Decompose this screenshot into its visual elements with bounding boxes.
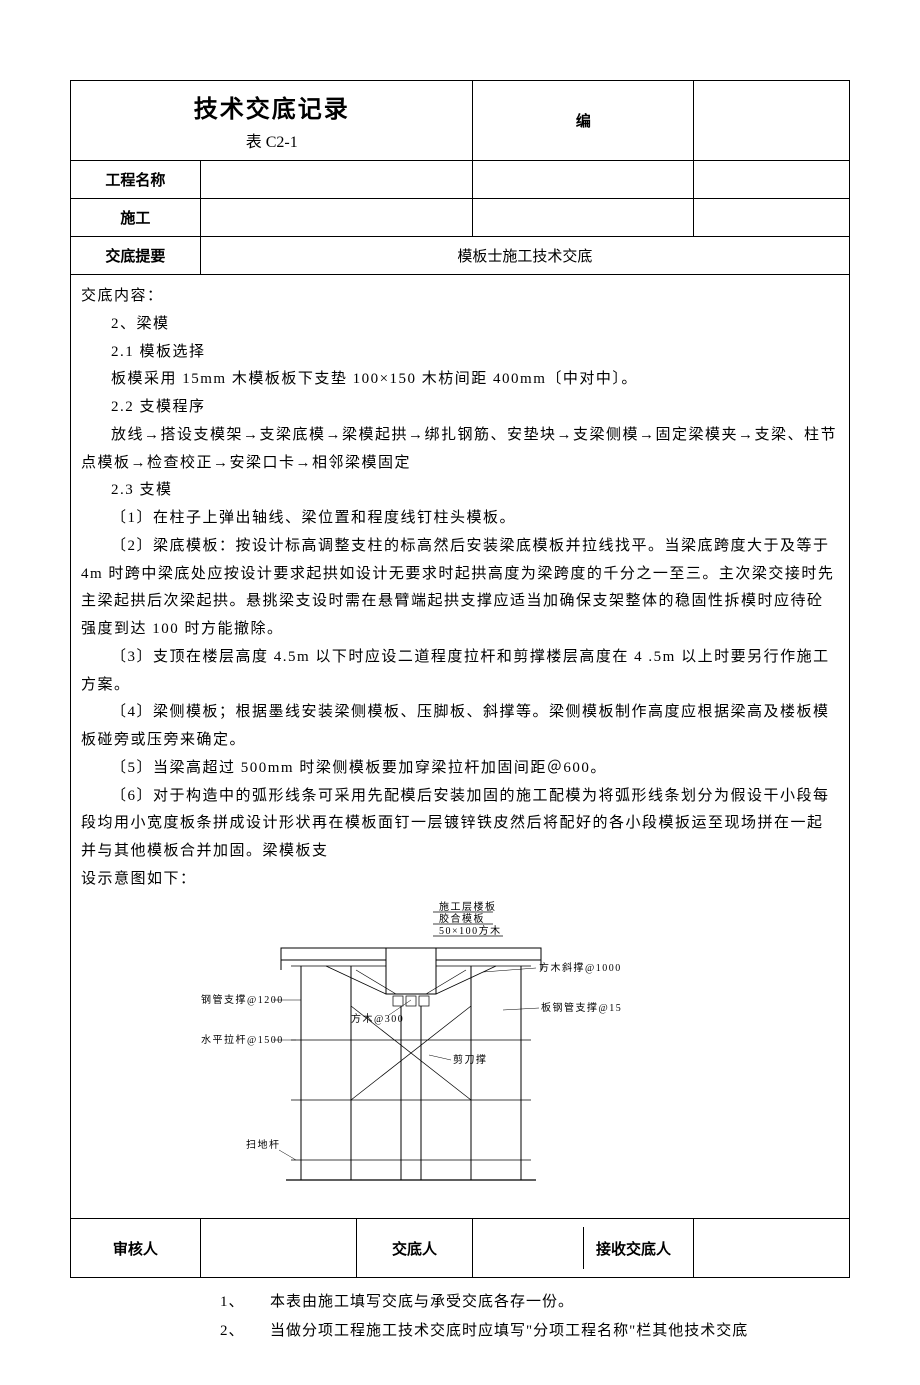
receiver-label: 接收交底人 (583, 1227, 683, 1269)
para-6: 〔6〕对于构造中的弧形线条可采用先配模后安装加固的施工配模为将弧形线条划分为假设… (81, 783, 839, 866)
content-cell: 交底内容： 2、梁模 2.1 模板选择 板模采用 15mm 木模板板下支垫 10… (71, 275, 850, 1219)
content-heading: 交底内容： (81, 283, 839, 311)
formwork-diagram: 施工层楼板 胶合模板 50×100方木 (201, 900, 581, 1211)
label-right1: 方木斜撑@1000 (539, 961, 621, 974)
header-row: 技术交底记录 表 C2-1 编 (71, 81, 850, 161)
label-top1: 施工层楼板 (439, 900, 497, 913)
construction-label: 施工 (71, 199, 201, 237)
code-label: 编 (473, 81, 694, 161)
construction-value (200, 199, 473, 237)
project-value (200, 161, 473, 199)
reviewer-value (200, 1219, 356, 1278)
para-7: 设示意图如下： (81, 866, 839, 894)
diagram-svg: 施工层楼板 胶合模板 50×100方木 (201, 900, 621, 1200)
project-extra1 (473, 161, 694, 199)
para-2: 〔2〕梁底模板：按设计标高调整支柱的标高然后安装梁底模板并拉线找平。当梁底跨度大… (81, 533, 839, 644)
summary-label: 交底提要 (71, 237, 201, 275)
note-1-row: 1、 本表由施工填写交底与承受交底各存一份。 (220, 1288, 850, 1317)
footer-row: 审核人 交底人 接收交底人 (71, 1219, 850, 1278)
note-1-text: 本表由施工填写交底与承受交底各存一份。 (270, 1288, 574, 1317)
para-5: 〔5〕当梁高超过 500mm 时梁侧模板要加穿梁拉杆加固间距＠600。 (81, 755, 839, 783)
receiver-value (694, 1219, 850, 1278)
summary-value: 模板士施工技术交底 (200, 237, 849, 275)
section-2-2: 2.2 支模程序 (81, 394, 839, 422)
handover-label: 交底人 (356, 1219, 473, 1278)
para-3: 〔3〕支顶在楼层高度 4.5m 以下时应设二道程度拉杆和剪撑楼层高度在 4 .5… (81, 644, 839, 700)
title-cell: 技术交底记录 表 C2-1 (71, 81, 473, 161)
label-left3: 扫地杆 (246, 1138, 281, 1151)
project-row: 工程名称 (71, 161, 850, 199)
section-2-1-text: 板模采用 15mm 木模板板下支垫 100×150 木枋间距 400mm〔中对中… (81, 366, 839, 394)
document-subtitle: 表 C2-1 (81, 128, 462, 152)
construction-extra1 (473, 199, 694, 237)
note-1-num: 1、 (220, 1288, 270, 1317)
note-2-row: 2、 当做分项工程施工技术交底时应填写"分项工程名称"栏其他技术交底 (220, 1317, 850, 1346)
section-2-2-text: 放线→搭设支模架→支梁底模→梁模起拱→绑扎钢筋、安垫块→支梁侧模→固定梁模夹→支… (81, 422, 839, 478)
summary-row: 交底提要 模板士施工技术交底 (71, 237, 850, 275)
project-label: 工程名称 (71, 161, 201, 199)
label-center2: 剪刀撑 (453, 1053, 488, 1066)
label-top2: 胶合模板 (439, 912, 485, 925)
reviewer-label: 审核人 (71, 1219, 201, 1278)
label-right2: 板钢管支撑@1500 (541, 1001, 621, 1014)
para-1: 〔1〕在柱子上弹出轴线、梁位置和程度线钉柱头模板。 (81, 505, 839, 533)
code-value (694, 81, 850, 161)
project-extra2 (694, 161, 850, 199)
document-table: 技术交底记录 表 C2-1 编 工程名称 施工 交底提要 模板士施工技术交底 交… (70, 80, 850, 1278)
label-center1: 方木@300 (351, 1012, 404, 1025)
section-2: 2、梁模 (81, 311, 839, 339)
label-top3: 50×100方木 (439, 924, 502, 937)
document-title: 技术交底记录 (81, 89, 462, 124)
note-2-text: 当做分项工程施工技术交底时应填写"分项工程名称"栏其他技术交底 (270, 1317, 748, 1346)
note-2-num: 2、 (220, 1317, 270, 1346)
label-left1: 钢管支撑@1200 (201, 993, 284, 1006)
label-left2: 水平拉杆@1500 (201, 1033, 284, 1046)
content-row: 交底内容： 2、梁模 2.1 模板选择 板模采用 15mm 木模板板下支垫 10… (71, 275, 850, 1219)
footer-notes: 1、 本表由施工填写交底与承受交底各存一份。 2、 当做分项工程施工技术交底时应… (220, 1288, 850, 1345)
construction-row: 施工 (71, 199, 850, 237)
construction-extra2 (694, 199, 850, 237)
para-4: 〔4〕梁侧模板；根据墨线安装梁侧模板、压脚板、斜撑等。梁侧模板制作高度应根据梁高… (81, 699, 839, 755)
handover-receiver-combo: 接收交底人 (473, 1219, 694, 1278)
section-2-1: 2.1 模板选择 (81, 339, 839, 367)
section-2-3: 2.3 支模 (81, 477, 839, 505)
